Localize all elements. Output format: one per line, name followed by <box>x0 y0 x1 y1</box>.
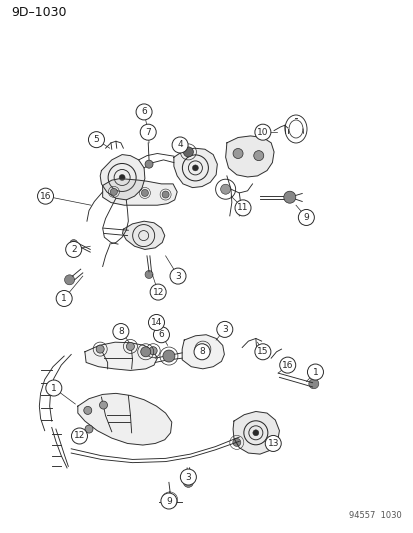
Circle shape <box>110 188 117 196</box>
Text: 3: 3 <box>221 325 227 334</box>
Text: 3: 3 <box>185 473 191 481</box>
Polygon shape <box>102 179 177 205</box>
Text: 7: 7 <box>145 128 151 136</box>
Circle shape <box>233 149 242 158</box>
Circle shape <box>99 401 107 409</box>
Polygon shape <box>100 155 145 200</box>
Circle shape <box>183 478 193 487</box>
Text: 6: 6 <box>158 330 164 339</box>
Circle shape <box>145 270 153 279</box>
Circle shape <box>254 344 270 360</box>
Circle shape <box>172 137 188 153</box>
Text: 9D–1030: 9D–1030 <box>12 6 67 19</box>
Circle shape <box>136 104 152 120</box>
Text: 8: 8 <box>199 348 204 356</box>
Text: 2: 2 <box>71 245 76 254</box>
Text: 10: 10 <box>256 128 268 136</box>
Circle shape <box>183 147 193 157</box>
Circle shape <box>162 191 169 198</box>
Circle shape <box>163 350 174 362</box>
Circle shape <box>64 275 74 285</box>
Text: 9: 9 <box>303 213 309 222</box>
Circle shape <box>308 379 318 389</box>
Text: 14: 14 <box>150 318 162 327</box>
Circle shape <box>253 151 263 160</box>
Circle shape <box>46 380 62 396</box>
Text: 12: 12 <box>152 288 164 296</box>
Text: 8: 8 <box>118 327 123 336</box>
Circle shape <box>141 189 148 197</box>
Polygon shape <box>122 221 164 249</box>
Text: 12: 12 <box>74 432 85 440</box>
Text: 1: 1 <box>61 294 67 303</box>
Circle shape <box>88 132 104 148</box>
Circle shape <box>232 438 240 447</box>
Text: 15: 15 <box>256 348 268 356</box>
Text: 94557  1030: 94557 1030 <box>348 511 401 520</box>
Circle shape <box>145 160 153 168</box>
Circle shape <box>279 357 295 373</box>
Circle shape <box>150 284 166 300</box>
Polygon shape <box>233 411 279 454</box>
Circle shape <box>164 495 174 505</box>
Polygon shape <box>225 136 273 177</box>
Circle shape <box>252 430 258 436</box>
Circle shape <box>283 191 295 203</box>
Polygon shape <box>173 148 217 188</box>
Circle shape <box>85 425 93 433</box>
Circle shape <box>96 345 104 353</box>
Text: 1: 1 <box>51 384 57 392</box>
Circle shape <box>140 124 156 140</box>
Circle shape <box>69 239 78 248</box>
Circle shape <box>197 344 207 354</box>
Text: 4: 4 <box>177 141 183 149</box>
Polygon shape <box>85 342 157 370</box>
Circle shape <box>38 188 53 204</box>
Text: 16: 16 <box>40 192 51 200</box>
Circle shape <box>119 174 125 181</box>
Circle shape <box>148 314 164 330</box>
Circle shape <box>56 290 72 306</box>
Circle shape <box>153 327 169 343</box>
Circle shape <box>220 184 230 194</box>
Circle shape <box>265 435 280 451</box>
Text: 16: 16 <box>281 361 293 369</box>
Circle shape <box>113 324 128 340</box>
Circle shape <box>83 406 92 415</box>
Circle shape <box>307 364 323 380</box>
Circle shape <box>194 344 209 360</box>
Circle shape <box>126 342 134 351</box>
Circle shape <box>298 209 313 225</box>
Circle shape <box>170 268 185 284</box>
Polygon shape <box>182 335 224 369</box>
Text: 3: 3 <box>175 272 180 280</box>
Text: 1: 1 <box>312 368 318 376</box>
Circle shape <box>66 241 81 257</box>
Text: 6: 6 <box>141 108 147 116</box>
Circle shape <box>161 493 176 509</box>
Text: 5: 5 <box>93 135 99 144</box>
Text: 11: 11 <box>237 204 248 212</box>
Circle shape <box>254 124 270 140</box>
Text: 13: 13 <box>267 439 278 448</box>
Polygon shape <box>78 393 171 445</box>
Circle shape <box>140 347 150 357</box>
Circle shape <box>180 469 196 485</box>
Text: 9: 9 <box>166 497 171 505</box>
Circle shape <box>149 346 157 355</box>
Circle shape <box>192 165 198 171</box>
Circle shape <box>71 428 87 444</box>
Circle shape <box>235 200 250 216</box>
Circle shape <box>216 321 232 337</box>
